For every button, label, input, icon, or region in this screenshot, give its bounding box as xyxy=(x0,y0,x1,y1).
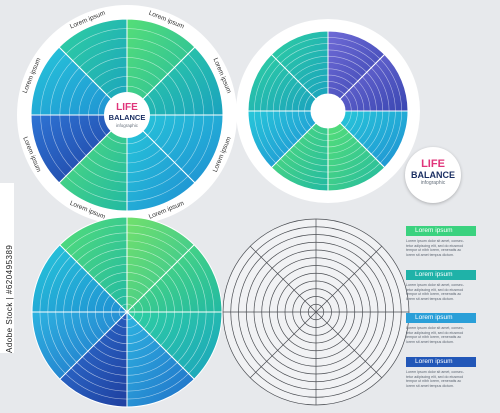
wheel4-grid-lines xyxy=(222,218,410,406)
life-balance-wheel-donut xyxy=(236,19,420,203)
wheel1-sector-1 xyxy=(126,18,196,117)
life-balance-wheel-outline xyxy=(222,218,410,406)
wheel1-ring-8 xyxy=(49,37,205,193)
wheel1-sectors xyxy=(30,18,224,212)
badge-subtitle: BALANCE xyxy=(411,170,455,180)
wheel2-ring-3 xyxy=(291,74,365,148)
wheel1-sector-4 xyxy=(126,113,196,212)
wheel2-ring-4 xyxy=(285,68,371,154)
wheel1-sector-8 xyxy=(58,18,128,117)
wheel1-sector-7 xyxy=(30,46,129,116)
wheel2-sectors xyxy=(247,30,409,192)
wheel4-spoke-6 xyxy=(249,311,317,379)
life-balance-wheel-filled xyxy=(31,216,223,408)
legend-item-3: Lorem ipsum Lorem ipsum dolor sit amet, … xyxy=(406,313,476,344)
wheel3-ring-1 xyxy=(118,303,136,321)
stock-id-strip: Adobe Stock | #620495389 xyxy=(0,183,14,353)
legend-item-3-label: Lorem ipsum xyxy=(406,313,476,323)
legend-item-4-desc: Lorem ipsum dolor sit amet, consec-tetur… xyxy=(406,370,464,388)
wheel1-sector-3 xyxy=(125,114,224,184)
wheel2-ring-9 xyxy=(254,37,402,185)
wheel3-ring-4 xyxy=(95,280,159,344)
legend-item-4-label: Lorem ipsum xyxy=(406,357,476,367)
wheel3-ring-8 xyxy=(63,248,191,376)
wheel2-center-hole xyxy=(311,94,345,128)
wheel1-center-subtitle: BALANCE xyxy=(109,113,146,122)
wheel2-ring-6 xyxy=(272,55,384,167)
life-balance-badge: LIFE BALANCE infographic xyxy=(405,147,461,203)
legend-item-4: Lorem ipsum Lorem ipsum dolor sit amet, … xyxy=(406,357,476,388)
legend-item-2: Lorem ipsum Lorem ipsum dolor sit amet, … xyxy=(406,270,476,301)
wheel3-ring-3 xyxy=(102,287,152,337)
wheel2-ring-2 xyxy=(298,81,358,141)
wheel1-ring-6 xyxy=(69,57,185,173)
wheel3-ring-10 xyxy=(47,232,207,392)
wheel2-ring-1 xyxy=(304,87,352,135)
wheel1-center-disc xyxy=(104,92,150,138)
wheel1-center-caption: infographic xyxy=(116,123,139,128)
wheel3-ring-6 xyxy=(79,264,175,360)
legend-item-1-desc: Lorem ipsum dolor sit amet, consec-tetur… xyxy=(406,239,464,257)
legend-item-1-label: Lorem ipsum xyxy=(406,226,476,236)
wheel3-ring-11 xyxy=(39,224,215,400)
wheel2-ring-7 xyxy=(266,49,390,173)
wheel2-ring-5 xyxy=(279,62,377,160)
wheel1-ring-7 xyxy=(59,47,195,183)
wheel1-sector-5 xyxy=(58,113,128,212)
wheel4-spoke-4 xyxy=(315,311,383,379)
wheel1-ring-9 xyxy=(40,28,214,202)
wheel1-center-title: LIFE xyxy=(116,102,138,113)
wheel2-ring-8 xyxy=(260,43,396,179)
stock-id-text: Adobe Stock | #620495389 xyxy=(5,244,14,353)
wheel1-sector-6 xyxy=(30,114,129,184)
badge-caption: infographic xyxy=(420,180,446,186)
wheel1-sector-2 xyxy=(125,46,224,116)
badge-title: LIFE xyxy=(421,158,445,170)
legend-item-1: Lorem ipsum Lorem ipsum dolor sit amet, … xyxy=(406,226,476,257)
wheel1-ring-5 xyxy=(78,66,176,164)
wheel1-ring-3 xyxy=(97,85,157,145)
wheel4-spoke-2 xyxy=(315,245,383,313)
wheel3-ring-7 xyxy=(71,256,183,368)
wheel3-ring-9 xyxy=(55,240,199,384)
wheel3-sectors xyxy=(31,216,223,408)
legend-item-2-desc: Lorem ipsum dolor sit amet, consec-tetur… xyxy=(406,283,464,301)
legend-item-3-desc: Lorem ipsum dolor sit amet, consec-tetur… xyxy=(406,326,464,344)
wheel4-spoke-8 xyxy=(249,245,317,313)
legend-item-2-label: Lorem ipsum xyxy=(406,270,476,280)
wheel3-ring-5 xyxy=(87,272,167,352)
wheel1-ring-4 xyxy=(88,76,166,154)
wheel3-ring-2 xyxy=(110,295,144,329)
